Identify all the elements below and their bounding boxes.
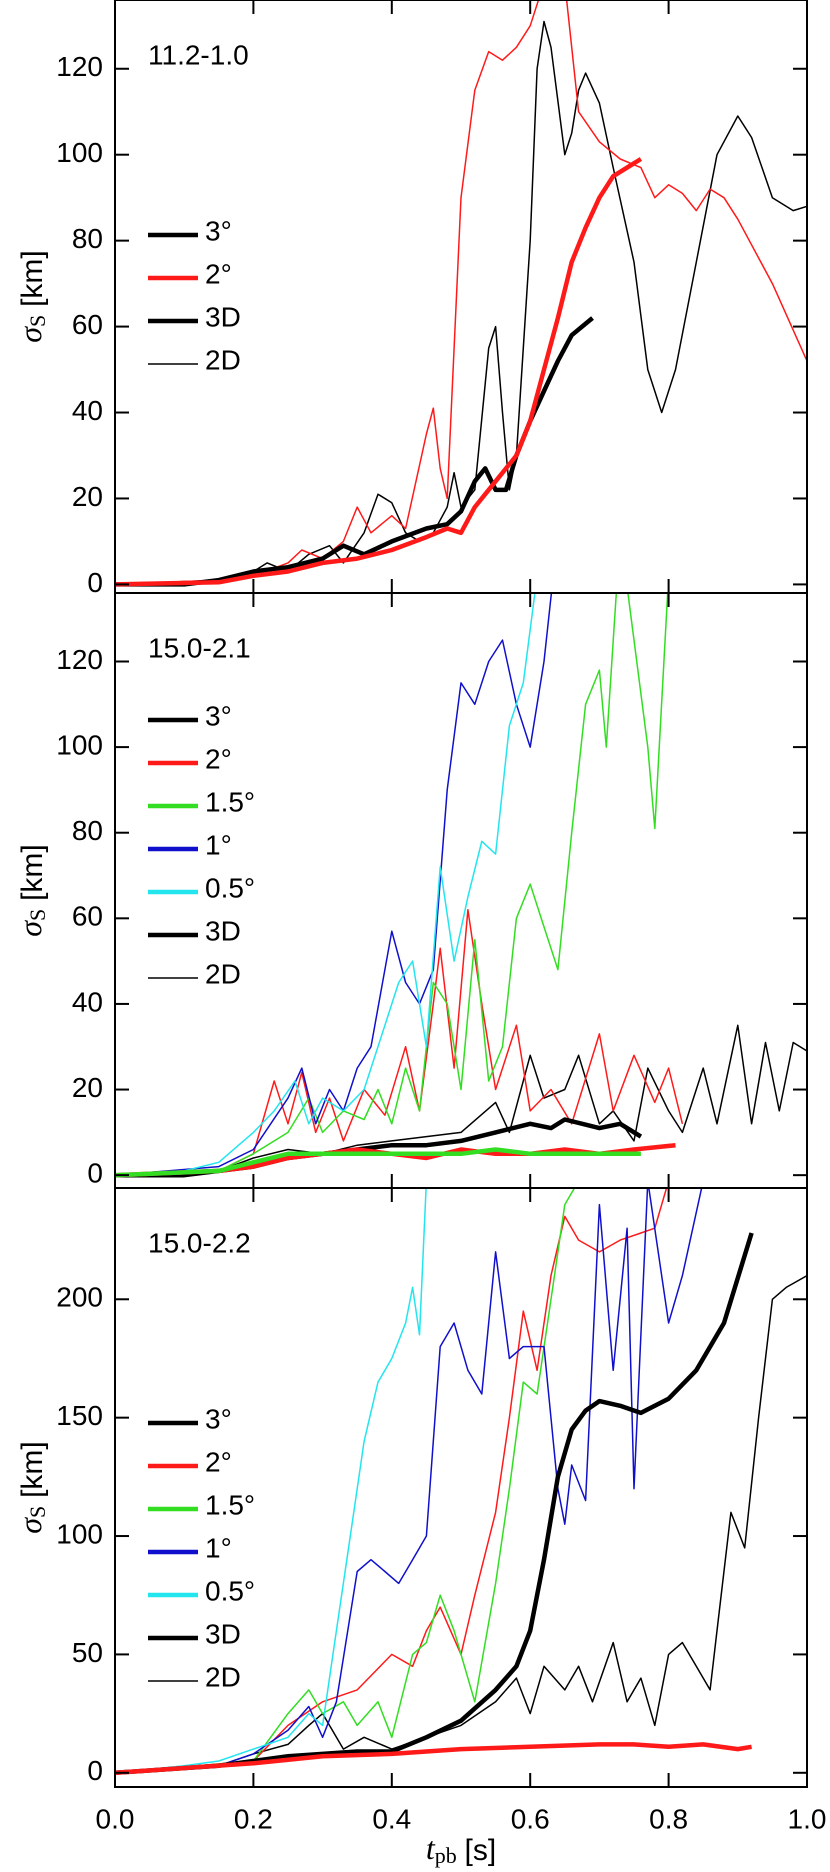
series-line	[115, 1742, 752, 1776]
series-line	[115, 909, 684, 1176]
plot-frame	[114, 1187, 808, 1788]
legend-label: 3°	[205, 700, 232, 731]
legend-label: 3°	[205, 1403, 232, 1434]
x-tick-label: 0.4	[372, 1803, 411, 1834]
x-label-space	[457, 1834, 465, 1865]
y-label-sub: S	[25, 1506, 50, 1518]
panel: 0 20 40 60 80 100 120 11.2-1.0 3° 2° 3D 2D σS [km]	[12, 0, 808, 598]
series-line	[115, 1232, 754, 1776]
y-axis-label: σS [km]	[12, 1441, 50, 1533]
y-label-space	[16, 307, 47, 315]
panel: 0 20 40 60 80 100 120 15.0-2.1 3° 2° 1.5° 1° 0.5° 3D 2…	[12, 592, 808, 1189]
panel: 0 50 100 150 200 0.0 0.2 0.4 0.6 0.8 1.0 15.0-2.2 3°…	[12, 1187, 827, 1868]
legend-label: 0.5°	[205, 1575, 255, 1606]
y-tick-label: 120	[56, 51, 103, 82]
legend-label: 3D	[205, 301, 241, 332]
panel-label: 15.0-2.1	[148, 632, 251, 663]
legend-label: 2°	[205, 258, 232, 289]
y-tick-label: 40	[72, 395, 103, 426]
y-tick-label: 0	[87, 1158, 103, 1189]
x-tick-label: 0.2	[234, 1803, 273, 1834]
series-line	[115, 1188, 427, 1774]
y-tick-label: 80	[72, 815, 103, 846]
x-tick-label: 0.8	[649, 1803, 688, 1834]
series-line	[115, 1188, 703, 1774]
x-tick-label: 0.6	[511, 1803, 550, 1834]
series-line	[115, 157, 643, 587]
series-line	[115, 316, 594, 587]
y-tick-label: 0	[87, 567, 103, 598]
y-tick-label: 100	[56, 1518, 103, 1549]
y-tick-label: 0	[87, 1755, 103, 1786]
series-line	[115, 593, 553, 1176]
y-tick-label: 80	[72, 223, 103, 254]
legend-label: 1°	[205, 829, 232, 860]
y-axis-label: σS [km]	[12, 250, 50, 342]
x-tick-label: 0.0	[96, 1803, 135, 1834]
panel-label: 15.0-2.2	[148, 1227, 251, 1258]
x-label-unit: [s]	[465, 1834, 497, 1867]
y-label-symbol: σ	[12, 920, 48, 937]
y-label-unit: [km]	[16, 1441, 49, 1498]
legend-label: 2D	[205, 344, 241, 375]
series-line	[115, 1274, 807, 1774]
x-label-sub: pb	[435, 1843, 457, 1868]
y-tick-label: 50	[72, 1637, 103, 1668]
legend-label: 3D	[205, 1618, 241, 1649]
y-tick-label: 40	[72, 986, 103, 1017]
y-label-space	[16, 1498, 47, 1506]
legend-label: 2°	[205, 1446, 232, 1477]
legend-label: 0.5°	[205, 872, 255, 903]
y-label-symbol: σ	[12, 326, 48, 343]
legend-label: 1.5°	[205, 1489, 255, 1520]
legend-label: 3°	[205, 215, 232, 246]
y-tick-label: 200	[56, 1282, 103, 1313]
x-tick-label: 1.0	[788, 1803, 827, 1834]
legend-label: 1°	[205, 1532, 232, 1563]
y-label-symbol: σ	[12, 1517, 48, 1534]
y-tick-label: 150	[56, 1400, 103, 1431]
y-tick-label: 120	[56, 644, 103, 675]
series-line	[115, 1117, 643, 1178]
y-label-sub: S	[25, 909, 50, 921]
series-line	[115, 593, 536, 1176]
legend-label: 2D	[205, 1661, 241, 1692]
series-line	[115, 1147, 641, 1178]
y-tick-label: 60	[72, 901, 103, 932]
y-tick-label: 100	[56, 137, 103, 168]
x-label-symbol: t	[426, 1830, 436, 1866]
y-label-space	[16, 901, 47, 909]
x-axis-label: tpb [s]	[426, 1830, 496, 1868]
y-tick-label: 60	[72, 309, 103, 340]
panel-label: 11.2-1.0	[148, 39, 249, 70]
y-label-sub: S	[25, 315, 50, 327]
legend-label: 2°	[205, 743, 232, 774]
series-line	[115, 0, 807, 586]
series-line	[115, 593, 669, 1176]
y-label-unit: [km]	[16, 844, 49, 901]
y-axis-label: σS [km]	[12, 844, 50, 936]
legend-label: 1.5°	[205, 786, 255, 817]
legend-label: 3D	[205, 915, 241, 946]
series-line	[115, 1188, 576, 1774]
y-label-unit: [km]	[16, 250, 49, 307]
y-tick-label: 20	[72, 1072, 103, 1103]
legend-label: 2D	[205, 958, 241, 989]
y-tick-label: 100	[56, 729, 103, 760]
y-tick-label: 20	[72, 481, 103, 512]
series-line	[115, 1188, 668, 1774]
